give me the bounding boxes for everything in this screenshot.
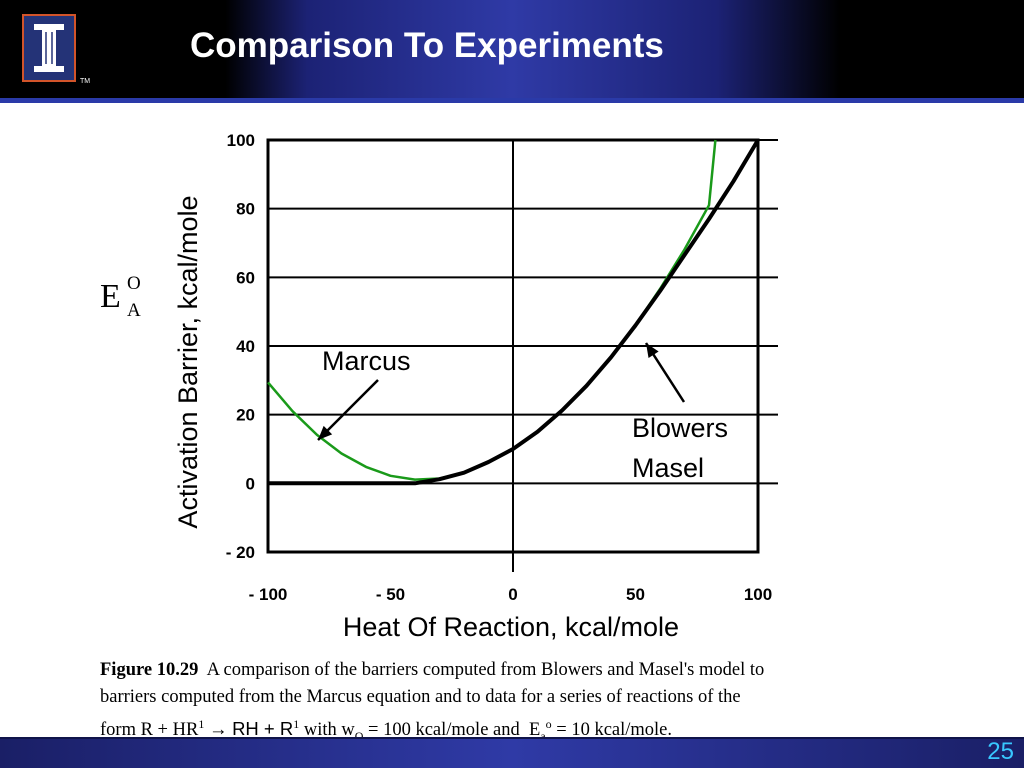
caption-rh: RH + R bbox=[232, 718, 294, 740]
illinois-i-logo bbox=[22, 14, 76, 82]
y-tick-label-2: 60 bbox=[236, 268, 255, 287]
slide-header bbox=[0, 0, 1024, 98]
illinois-i-icon bbox=[34, 24, 64, 72]
x-axis-label: Heat Of Reaction, kcal/mole bbox=[343, 612, 679, 642]
caption-sup-1: 1 bbox=[198, 717, 205, 731]
page-number: 25 bbox=[987, 738, 1014, 765]
caption-ea-value: = 10 kcal/mole. bbox=[556, 720, 673, 741]
y-tick-label-4: 20 bbox=[236, 406, 255, 425]
chart-series bbox=[267, 138, 760, 486]
annotation-marcus: Marcus bbox=[322, 346, 411, 376]
marcus-arrow bbox=[317, 379, 379, 441]
y-symbol-sup: O bbox=[127, 273, 141, 294]
slide-footer bbox=[0, 737, 1024, 768]
caption-w-sub: O bbox=[354, 728, 364, 743]
slide-title: Comparison To Experiments bbox=[190, 26, 664, 65]
caption-w-value: = 100 kcal/mole and bbox=[368, 720, 520, 741]
y-symbol-base: E bbox=[100, 278, 121, 315]
x-tick-label-0: - 100 bbox=[249, 585, 288, 604]
annotation-blowers: Blowers bbox=[632, 413, 728, 443]
y-symbol-sub: A bbox=[127, 300, 141, 321]
x-tick-label-3: 50 bbox=[626, 585, 645, 604]
blowers-arrowhead bbox=[646, 343, 659, 359]
x-tick-labels: - 100 - 50 0 50 100 bbox=[249, 585, 773, 604]
x-tick-label-4: 100 bbox=[744, 585, 772, 604]
y-tick-label-6: - 20 bbox=[226, 543, 255, 562]
caption-ea-sub: a bbox=[540, 728, 546, 743]
y-tick-label-3: 40 bbox=[236, 337, 255, 356]
annotation-masel: Masel bbox=[632, 453, 704, 483]
caption-arrow-icon: → bbox=[208, 720, 228, 741]
series-line-blowers-masel bbox=[268, 138, 760, 486]
y-axis-label: Activation Barrier, kcal/mole bbox=[173, 195, 203, 528]
caption-form: form R + HR bbox=[100, 720, 199, 741]
y-axis-symbol: E O A bbox=[100, 273, 141, 321]
caption-line-1: A comparison of the barriers computed fr… bbox=[206, 660, 765, 680]
y-tick-label-0: 100 bbox=[227, 131, 255, 150]
figure-caption: Figure 10.29 A comparison of the barrier… bbox=[100, 657, 960, 750]
caption-ea-sup: o bbox=[545, 717, 552, 731]
marcus-arrowhead bbox=[318, 425, 333, 440]
caption-sup-2: 1 bbox=[293, 717, 300, 731]
caption-ea-base: E bbox=[529, 720, 541, 741]
y-tick-label-5: 0 bbox=[246, 474, 255, 493]
y-tick-label-1: 80 bbox=[236, 200, 255, 219]
x-tick-label-1: - 50 bbox=[376, 585, 405, 604]
header-divider bbox=[0, 98, 1024, 103]
figure-label: Figure 10.29 bbox=[100, 660, 199, 680]
caption-with: with w bbox=[303, 720, 355, 741]
y-tick-labels: 100 80 60 40 20 0 - 20 bbox=[226, 131, 255, 562]
caption-line-2: barriers computed from the Marcus equati… bbox=[100, 687, 741, 707]
logo-trademark: TM bbox=[80, 78, 91, 85]
x-tick-label-2: 0 bbox=[508, 585, 517, 604]
